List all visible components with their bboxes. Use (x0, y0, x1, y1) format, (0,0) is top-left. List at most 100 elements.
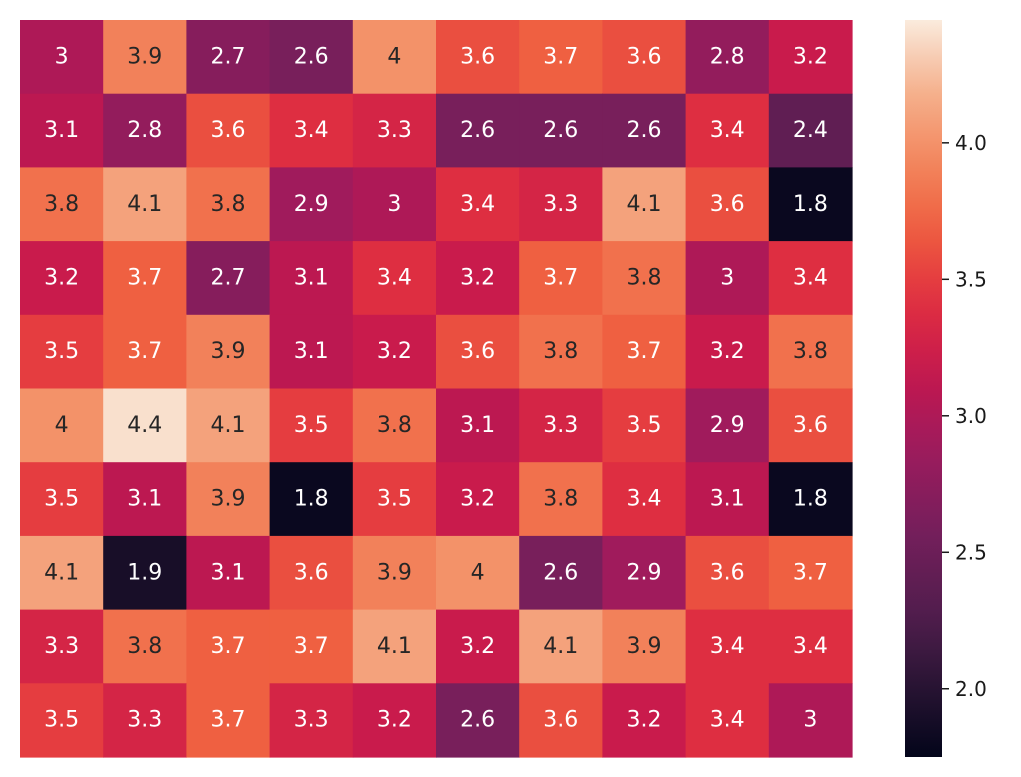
heatmap-cell-label: 4.1 (127, 192, 162, 217)
heatmap-cell (103, 20, 187, 95)
heatmap-cell-label: 3.4 (710, 708, 745, 733)
heatmap-cell (519, 314, 603, 390)
colorbar-tick-label: 2.5 (955, 540, 987, 564)
heatmap-cell-label: 3.4 (627, 487, 662, 512)
heatmap-cell-label: 4 (387, 44, 401, 69)
heatmap-cell (269, 241, 354, 316)
heatmap-cell (519, 462, 603, 537)
heatmap-cell (685, 388, 770, 463)
heatmap-cell-label: 3.4 (793, 265, 828, 290)
heatmap-cell-label: 3.5 (44, 339, 79, 364)
heatmap-cell (103, 462, 187, 537)
heatmap-cell-label: 4.1 (627, 192, 662, 217)
heatmap-cell-label: 2.6 (294, 44, 329, 69)
heatmap-cell (103, 241, 187, 316)
heatmap-cell (352, 20, 437, 95)
heatmap-cell-label: 3.9 (377, 560, 412, 585)
heatmap-cell-label: 2.6 (543, 118, 578, 143)
heatmap-cell-label: 3.1 (211, 560, 246, 585)
heatmap-cell (768, 683, 853, 758)
heatmap-cell-label: 4.4 (127, 413, 162, 438)
heatmap-cell (20, 683, 104, 758)
heatmap-cell-label: 3.6 (710, 192, 745, 217)
heatmap-cell-label: 3.7 (543, 44, 578, 69)
heatmap-cell (352, 609, 437, 684)
heatmap-cell (103, 314, 187, 390)
heatmap-cell (20, 462, 104, 537)
heatmap-cell (269, 535, 354, 611)
heatmap-cell-label: 3.5 (294, 413, 329, 438)
heatmap-cell-label: 2.4 (793, 118, 828, 143)
heatmap-cell-label: 3.7 (127, 339, 162, 364)
colorbar-tick-label: 2.0 (955, 677, 987, 701)
heatmap-cell-labels: 3 3.9 2.7 2.6 4 3.6 3.7 3.6 2.8 3.2 3.1 2.8 3.6 3.4 3.… (44, 44, 828, 732)
heatmap-cell (602, 167, 687, 242)
heatmap-cell (768, 20, 853, 95)
colorbar-tick-label: 3.0 (955, 404, 987, 428)
heatmap-cell (685, 609, 770, 684)
heatmap-cell-label: 3.2 (460, 265, 495, 290)
heatmap-cell (768, 462, 853, 537)
heatmap-cell-label: 3.1 (44, 118, 79, 143)
heatmap-cell (20, 609, 104, 684)
heatmap-cell-label: 3.2 (793, 44, 828, 69)
heatmap-cell-label: 3.4 (710, 634, 745, 659)
heatmap-cell (20, 167, 104, 242)
heatmap-cell (602, 609, 687, 684)
heatmap-cell (685, 167, 770, 242)
heatmap-cell (519, 93, 603, 168)
heatmap-cell (768, 535, 853, 611)
heatmap-cell (20, 20, 104, 95)
heatmap-cell (269, 93, 354, 168)
heatmap-cell-label: 3.5 (627, 413, 662, 438)
heatmap-cell (685, 314, 770, 390)
heatmap-cell-label: 2.6 (627, 118, 662, 143)
heatmap-cell (186, 535, 271, 611)
heatmap-cell (519, 241, 603, 316)
heatmap-cell (685, 241, 770, 316)
heatmap-cell (602, 683, 687, 758)
colorbar-gradient (905, 20, 942, 757)
heatmap-cells (20, 20, 853, 758)
heatmap-cell-label: 2.8 (710, 44, 745, 69)
heatmap-cell-label: 3.1 (127, 487, 162, 512)
heatmap-cell-label: 3.4 (793, 634, 828, 659)
heatmap-cell-label: 3.2 (627, 708, 662, 733)
heatmap-cell-label: 1.8 (294, 487, 329, 512)
heatmap-cell (103, 167, 187, 242)
heatmap-cell (436, 167, 520, 242)
heatmap-cell (269, 609, 354, 684)
heatmap-cell (103, 535, 187, 611)
heatmap-cell-label: 3.8 (211, 192, 246, 217)
heatmap-cell-label: 3.1 (710, 487, 745, 512)
heatmap-cell (186, 388, 271, 463)
heatmap-cell (352, 683, 437, 758)
heatmap-cell (186, 167, 271, 242)
heatmap-cell (685, 683, 770, 758)
heatmap-cell-label: 3.4 (460, 192, 495, 217)
heatmap-cell-label: 3.8 (627, 265, 662, 290)
heatmap-cell-label: 2.6 (543, 560, 578, 585)
heatmap-cell-label: 4 (471, 560, 485, 585)
heatmap-cell-label: 2.9 (710, 413, 745, 438)
heatmap-cell (186, 314, 271, 390)
heatmap-cell-label: 3.7 (627, 339, 662, 364)
heatmap-cell (269, 167, 354, 242)
heatmap-cell-label: 3 (720, 265, 734, 290)
heatmap-cell-label: 3.9 (211, 487, 246, 512)
heatmap-cell (519, 20, 603, 95)
heatmap-cell (436, 314, 520, 390)
heatmap-cell-label: 3.4 (294, 118, 329, 143)
heatmap-cell-label: 3.3 (543, 413, 578, 438)
heatmap-cell (768, 93, 853, 168)
heatmap-cell-label: 3.8 (377, 413, 412, 438)
heatmap-cell-label: 3.4 (710, 118, 745, 143)
heatmap-cell-label: 3.6 (460, 44, 495, 69)
heatmap-cell-label: 3.2 (460, 487, 495, 512)
heatmap-cell-label: 3.8 (543, 487, 578, 512)
heatmap-cell-label: 1.8 (793, 192, 828, 217)
heatmap-cell (436, 683, 520, 758)
heatmap-cell (352, 535, 437, 611)
heatmap-cell (20, 93, 104, 168)
